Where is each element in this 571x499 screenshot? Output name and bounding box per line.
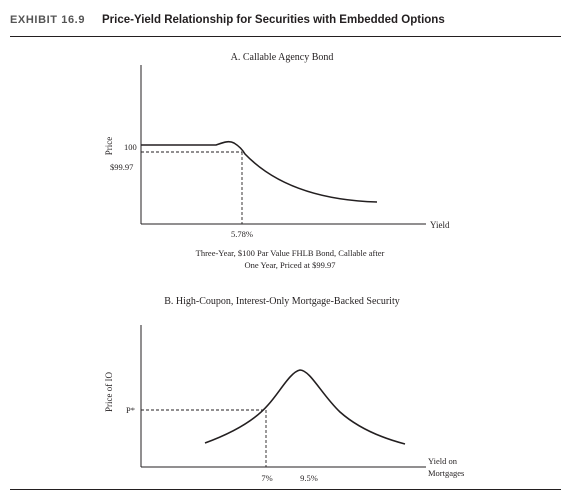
panel-a-x-axis-label: Yield bbox=[430, 220, 450, 230]
panel-b-x-axis-label-line-1: Yield on bbox=[428, 456, 458, 466]
panel-a-yield-tick: 5.78% bbox=[231, 229, 253, 239]
panel-b-yield-tick-7: 7% bbox=[261, 473, 272, 483]
panel-b-title: B. High-Coupon, Interest-Only Mortgage-B… bbox=[164, 296, 400, 307]
panel-b-yield-tick-95: 9.5% bbox=[300, 473, 318, 483]
panel-b-x-axis-label-line-2: Mortgages bbox=[428, 468, 464, 478]
bottom-rule bbox=[10, 489, 561, 490]
panel-a-caption-line-1: Three-Year, $100 Par Value FHLB Bond, Ca… bbox=[196, 248, 385, 258]
exhibit-title: Price-Yield Relationship for Securities … bbox=[102, 14, 445, 26]
panel-a-title: A. Callable Agency Bond bbox=[231, 52, 334, 63]
panel-b-y-axis-label: Price of IO bbox=[104, 372, 114, 412]
panel-b-price-yield-curve bbox=[204, 369, 406, 445]
panel-a-price-tick-9997: $99.97 bbox=[110, 162, 133, 172]
panel-a-price-yield-curve bbox=[141, 140, 378, 203]
exhibit-label: EXHIBIT 16.9 bbox=[10, 14, 86, 26]
panel-a-caption-line-2: One Year, Priced at $99.97 bbox=[244, 260, 335, 270]
panel-a-callable-bond: A. Callable Agency Bond Price 100 $99.97… bbox=[104, 52, 450, 270]
exhibit-header: EXHIBIT 16.9 Price-Yield Relationship fo… bbox=[10, 12, 561, 37]
panel-b-io-mbs: B. High-Coupon, Interest-Only Mortgage-B… bbox=[104, 296, 464, 483]
panel-a-price-tick-100: 100 bbox=[124, 142, 137, 152]
panel-a-y-axis-label: Price bbox=[104, 137, 114, 156]
panel-b-price-tick: P* bbox=[126, 405, 135, 415]
